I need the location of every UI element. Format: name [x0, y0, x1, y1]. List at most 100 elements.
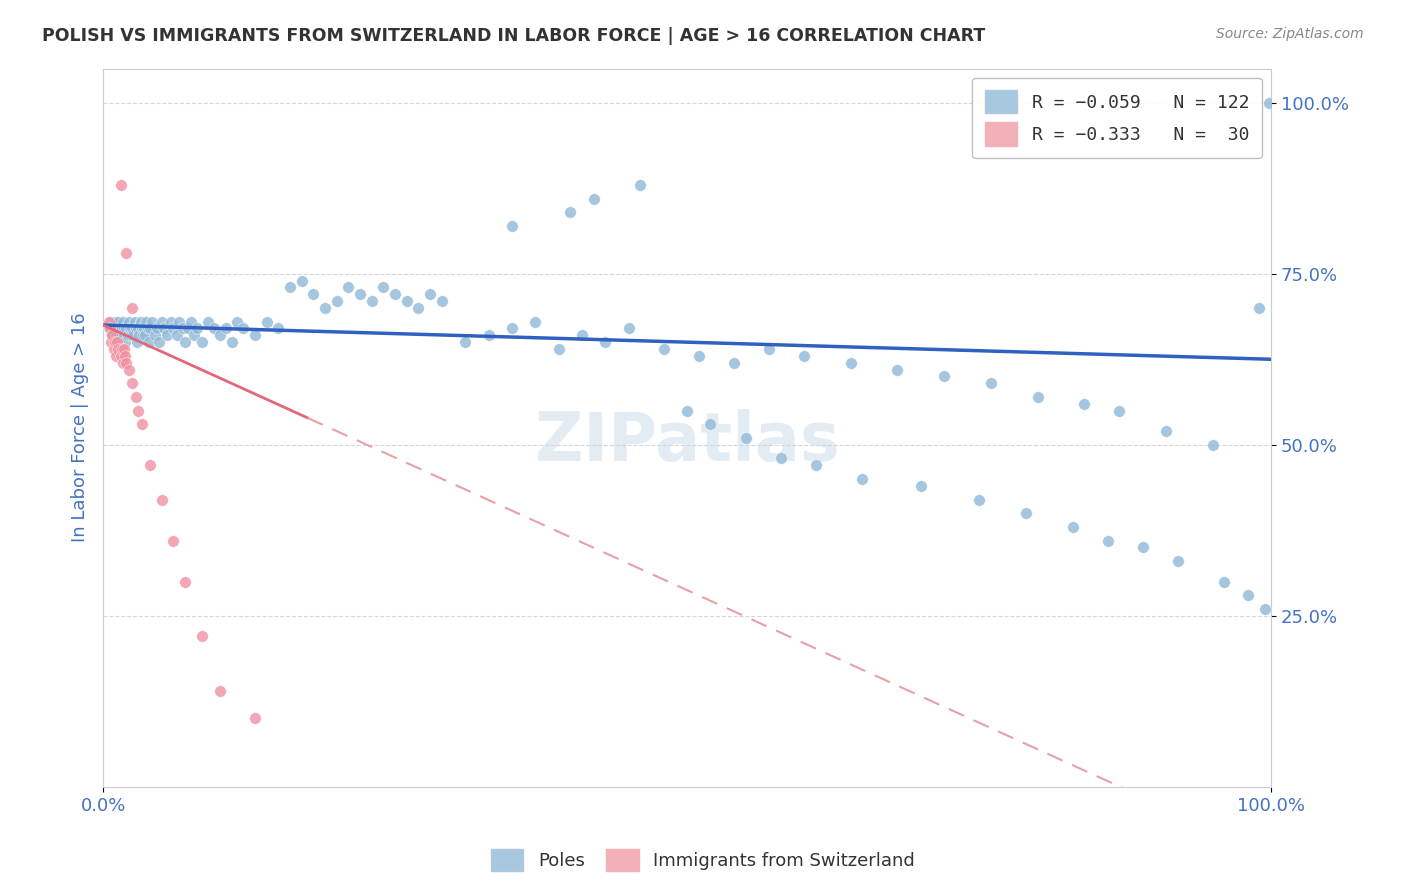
Point	[360, 294, 382, 309]
Point	[132, 321, 155, 335]
Point	[256, 315, 278, 329]
Point	[180, 315, 202, 329]
Point	[160, 315, 183, 329]
Point	[136, 321, 159, 335]
Point	[146, 321, 169, 335]
Point	[1236, 588, 1258, 602]
Point	[1249, 301, 1271, 315]
Point	[100, 315, 122, 329]
Point	[150, 492, 173, 507]
Legend: R = −0.059   N = 122, R = −0.333   N =  30: R = −0.059 N = 122, R = −0.333 N = 30	[973, 78, 1263, 158]
Point	[186, 321, 208, 335]
Point	[121, 321, 143, 335]
Point	[98, 315, 121, 329]
Point	[134, 328, 156, 343]
Point	[117, 328, 139, 343]
Point	[103, 321, 125, 335]
Point	[699, 417, 721, 432]
Point	[141, 315, 163, 329]
Point	[107, 315, 129, 329]
Point	[98, 321, 121, 335]
Point	[104, 349, 127, 363]
Point	[886, 362, 908, 376]
Point	[617, 321, 640, 335]
Point	[769, 451, 792, 466]
Point	[124, 315, 146, 329]
Point	[112, 321, 135, 335]
Point	[156, 328, 179, 343]
Point	[571, 328, 593, 343]
Point	[101, 328, 124, 343]
Point	[302, 287, 325, 301]
Point	[104, 335, 127, 350]
Point	[177, 321, 200, 335]
Point	[1213, 574, 1236, 589]
Point	[127, 321, 149, 335]
Text: ZIPatlas: ZIPatlas	[534, 409, 839, 475]
Point	[122, 328, 145, 343]
Point	[191, 335, 214, 350]
Point	[1154, 424, 1177, 438]
Point	[477, 328, 499, 343]
Point	[162, 533, 184, 548]
Point	[111, 315, 134, 329]
Point	[910, 479, 932, 493]
Point	[349, 287, 371, 301]
Point	[139, 458, 162, 473]
Point	[127, 403, 149, 417]
Point	[734, 431, 756, 445]
Point	[980, 376, 1002, 391]
Point	[221, 335, 243, 350]
Point	[291, 274, 314, 288]
Point	[524, 315, 547, 329]
Point	[125, 390, 148, 404]
Point	[110, 321, 132, 335]
Point	[167, 315, 190, 329]
Point	[1097, 533, 1119, 548]
Point	[226, 315, 249, 329]
Point	[202, 321, 225, 335]
Point	[150, 315, 173, 329]
Point	[501, 321, 523, 335]
Point	[688, 349, 710, 363]
Point	[197, 315, 219, 329]
Point	[1015, 506, 1038, 520]
Point	[839, 356, 862, 370]
Point	[676, 403, 699, 417]
Point	[793, 349, 815, 363]
Point	[118, 362, 141, 376]
Point	[166, 328, 188, 343]
Point	[172, 321, 194, 335]
Point	[143, 328, 166, 343]
Text: Source: ZipAtlas.com: Source: ZipAtlas.com	[1216, 27, 1364, 41]
Point	[173, 335, 195, 350]
Point	[851, 472, 873, 486]
Point	[278, 280, 301, 294]
Point	[758, 342, 780, 356]
Point	[932, 369, 955, 384]
Point	[115, 246, 138, 260]
Point	[112, 342, 135, 356]
Point	[132, 328, 155, 343]
Point	[131, 321, 153, 335]
Text: POLISH VS IMMIGRANTS FROM SWITZERLAND IN LABOR FORCE | AGE > 16 CORRELATION CHAR: POLISH VS IMMIGRANTS FROM SWITZERLAND IN…	[42, 27, 986, 45]
Point	[104, 335, 127, 350]
Point	[501, 219, 523, 233]
Point	[419, 287, 441, 301]
Point	[115, 321, 138, 335]
Point	[153, 321, 176, 335]
Point	[125, 321, 148, 335]
Point	[104, 321, 127, 335]
Point	[120, 328, 142, 343]
Point	[967, 492, 990, 507]
Point	[1026, 390, 1049, 404]
Point	[138, 335, 160, 350]
Point	[373, 280, 395, 294]
Point	[582, 192, 605, 206]
Point	[384, 287, 406, 301]
Point	[104, 315, 127, 329]
Point	[243, 328, 266, 343]
Point	[125, 335, 148, 350]
Point	[652, 342, 675, 356]
Y-axis label: In Labor Force | Age > 16: In Labor Force | Age > 16	[72, 313, 89, 542]
